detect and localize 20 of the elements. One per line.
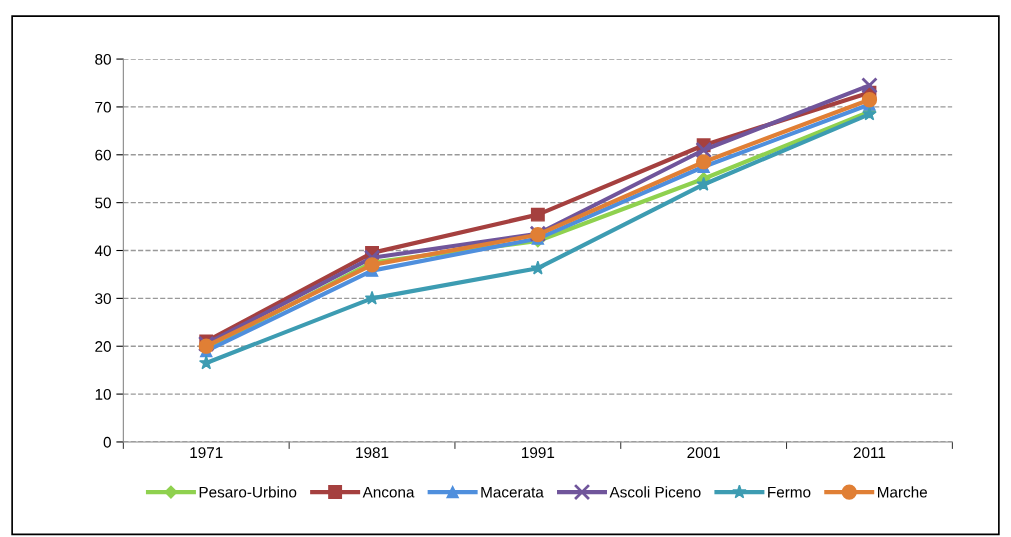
y-tick-label: 20 [95, 341, 111, 352]
y-tick-label: 10 [95, 388, 111, 400]
y-tick-label: 80 [95, 53, 111, 65]
y-tick-label: 40 [94, 245, 111, 257]
x-tick-label: 1971 [190, 447, 223, 459]
x-tick-label: 1981 [356, 447, 389, 459]
y-tick-label: 60 [95, 149, 111, 161]
legend-label: Marche [878, 486, 928, 498]
legend-label: Ascoli Piceno [609, 486, 701, 498]
legend-label: Ancona [362, 486, 415, 498]
x-tick-label: 2011 [853, 447, 886, 459]
y-tick-label: 30 [95, 293, 111, 305]
y-tick-label: 50 [95, 197, 111, 209]
legend-label: Macerata [481, 486, 544, 498]
legend-label: Pesaro-Urbino [199, 486, 297, 498]
x-tick-label: 2001 [687, 447, 720, 459]
y-tick-label: 70 [95, 101, 111, 113]
legend-label: Fermo [768, 486, 811, 498]
x-tick-label: 1991 [522, 447, 555, 459]
y-tick-label: 0 [103, 436, 111, 448]
